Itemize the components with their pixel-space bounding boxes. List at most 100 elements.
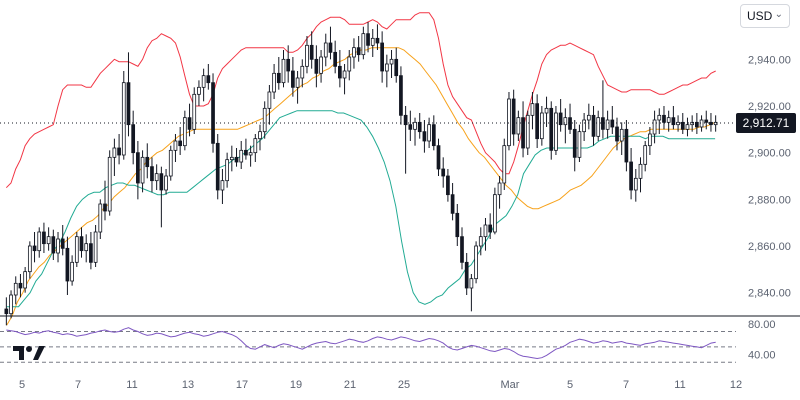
candle-body: [671, 117, 676, 126]
candle: [150, 157, 154, 193]
candle-body: [455, 212, 460, 238]
price-axis: 2,840.00 2,860.00 2,880.00 2,900.00 2,920.00…: [0, 54, 800, 317]
candle-body: [624, 128, 629, 163]
candle: [657, 108, 662, 134]
time-tick-label: 19: [290, 379, 302, 391]
candle: [291, 57, 295, 97]
candle-body: [516, 117, 521, 135]
candle-body: [225, 159, 229, 182]
candle-body: [197, 86, 201, 95]
candle-body: [173, 140, 178, 151]
time-axis: 5 7 11 13 17 19 21 25 Mar 5 7 11 12: [19, 379, 742, 391]
candle: [309, 31, 314, 69]
candle: [211, 73, 215, 153]
candle: [558, 99, 563, 132]
candle-body: [117, 147, 121, 156]
candle-body: [408, 124, 413, 130]
candle: [577, 124, 582, 162]
candle-body: [366, 33, 370, 46]
candle-body: [586, 114, 591, 121]
candle: [164, 169, 168, 195]
currency-selector[interactable]: USD ⌄: [740, 4, 790, 28]
last-price-badge: 2,912.71: [736, 113, 796, 133]
rsi-tick-label: 40.00: [748, 350, 776, 362]
time-tick-label: 25: [398, 379, 410, 391]
time-tick-label: 13: [182, 379, 194, 391]
candle-body: [103, 203, 107, 212]
candle-body: [281, 58, 286, 84]
candle: [624, 120, 629, 172]
candle: [305, 36, 309, 74]
candle-body: [178, 140, 183, 147]
candle-body: [493, 194, 497, 233]
candle: [629, 148, 633, 200]
candle: [633, 169, 638, 202]
candle-body: [309, 44, 314, 60]
candle-body: [164, 175, 168, 191]
time-tick-label: 12: [730, 379, 742, 391]
candle-body: [666, 117, 671, 123]
candle-body: [680, 121, 685, 130]
candle-body: [446, 175, 450, 196]
candle-body: [394, 58, 399, 77]
candle: [168, 145, 173, 181]
candle: [46, 227, 51, 251]
candle: [23, 267, 27, 293]
candle-body: [154, 173, 159, 182]
candle-body: [469, 278, 474, 289]
candle: [662, 106, 666, 130]
candle-body: [126, 82, 131, 126]
candle-body: [121, 82, 126, 156]
candle-body: [9, 294, 13, 315]
candle: [417, 113, 422, 139]
candle-body: [248, 152, 253, 156]
candle: [596, 110, 601, 141]
candle-body: [347, 56, 352, 72]
candle-body: [507, 98, 511, 147]
candle: [427, 117, 431, 148]
candle: [89, 232, 93, 270]
candle: [234, 148, 239, 167]
candle-body: [13, 282, 18, 296]
candle: [173, 134, 178, 162]
candle: [539, 106, 544, 146]
candle: [549, 101, 554, 160]
candle-body: [56, 238, 60, 254]
candle-body: [648, 133, 652, 147]
candle: [107, 150, 112, 216]
candle-body: [544, 107, 549, 114]
candle: [286, 45, 291, 83]
price-tick-label: 2,900.00: [748, 148, 791, 160]
candle: [281, 50, 286, 88]
candle-body: [239, 149, 244, 163]
price-tick-label: 2,860.00: [748, 241, 791, 253]
candle-body: [549, 107, 554, 151]
candle-body: [305, 44, 309, 67]
candle: [525, 110, 530, 155]
candle: [244, 138, 248, 160]
candle: [394, 47, 399, 83]
candle-body: [314, 58, 319, 74]
candle-body: [300, 65, 305, 79]
candle: [347, 50, 352, 81]
candle: [502, 138, 507, 190]
candle-body: [333, 51, 338, 67]
time-tick-label: 5: [567, 379, 573, 391]
candle-body: [460, 236, 464, 263]
candle: [389, 50, 394, 78]
candle: [464, 253, 469, 295]
candle-body: [79, 236, 84, 252]
candle-body: [450, 194, 455, 214]
candle-body: [74, 236, 79, 263]
candle-body: [352, 47, 356, 58]
candle-body: [342, 70, 347, 79]
candle: [619, 122, 624, 155]
candle: [32, 232, 37, 263]
candle: [436, 138, 441, 176]
candle-body: [389, 58, 394, 65]
bollinger-bands: [5, 12, 716, 326]
price-tick-label: 2,880.00: [748, 194, 791, 206]
candle: [713, 115, 718, 132]
candle: [370, 29, 375, 57]
